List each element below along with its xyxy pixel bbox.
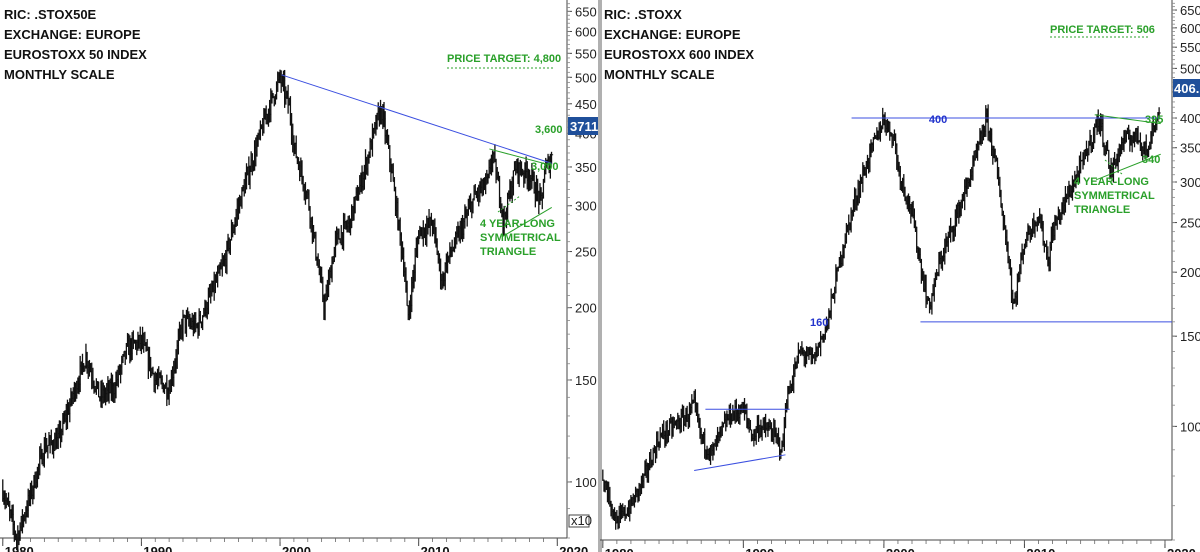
y-tick-label: 200 (1180, 265, 1200, 280)
chart-header: RIC: .STOXX EXCHANGE: EUROPE EUROSTOXX 6… (604, 5, 754, 85)
x-tick-label: 2000 (282, 544, 311, 552)
index-name-label: EUROSTOXX 50 INDEX (4, 47, 147, 62)
x-tick-label: 2020 (559, 544, 588, 552)
triangle-label: TRIANGLE (480, 246, 536, 258)
y-tick-label: 600 (575, 24, 597, 39)
y-tick-label: 100 (575, 475, 597, 490)
last-value-label: 406. (1174, 81, 1199, 96)
chart-stoxx: 6506005505004504003503002502001501001980… (600, 0, 1200, 552)
exchange-label: EXCHANGE: EUROPE (604, 27, 741, 42)
x-tick-label: 2010 (1026, 546, 1055, 552)
support-label: 3,000 (531, 161, 559, 173)
price-target-label: PRICE TARGET: 4,800 (447, 53, 561, 65)
y-tick-label: 550 (575, 46, 597, 61)
early-range-bottom-line (694, 454, 786, 472)
x-tick-label: 1990 (745, 546, 774, 552)
multiplier-label: x10 (571, 513, 592, 528)
x-tick-label: 1980 (605, 546, 634, 552)
triangle-label: 4 YEAR-LONG (1074, 176, 1149, 188)
chart-panel-stoxx: 6506005505004504003503002502001501001980… (600, 0, 1200, 552)
chart-stox50e: 6506005505004504003503002502001501001980… (0, 0, 600, 552)
price-target-label: PRICE TARGET: 506 (1050, 24, 1155, 36)
y-tick-label: 500 (575, 70, 597, 85)
chart-panel-stox50e: 6506005505004504003503002502001501001980… (0, 0, 600, 552)
scale-label: MONTHLY SCALE (4, 67, 115, 82)
y-tick-label: 100 (1180, 419, 1200, 434)
y-tick-label: 350 (1180, 141, 1200, 156)
triangle-lower-line (1095, 153, 1161, 181)
y-tick-label: 300 (1180, 175, 1200, 190)
x-tick-label: 1990 (143, 544, 172, 552)
last-value-badge (568, 117, 600, 135)
triangle-upper-line (1094, 114, 1161, 125)
y-tick-label: 450 (575, 97, 597, 112)
resistance-label: 3,600 (535, 124, 563, 136)
resistance-400-label: 400 (929, 114, 947, 126)
y-tick-label: 350 (575, 160, 597, 175)
multiplier-box (568, 514, 590, 528)
y-tick-label: 150 (575, 373, 597, 388)
index-name-label: EUROSTOXX 600 INDEX (604, 47, 755, 62)
triangle-label: 4 YEAR-LONG (480, 218, 555, 230)
last-value-badge (1173, 79, 1200, 97)
scale-label: MONTHLY SCALE (604, 67, 715, 82)
y-tick-label: 650 (1180, 3, 1200, 18)
ric-label: RIC: .STOX50E (4, 7, 97, 22)
triangle-upper-line (489, 148, 552, 167)
triangle-lower-line (501, 206, 553, 238)
panel-divider (598, 0, 602, 552)
y-tick-label: 600 (1180, 21, 1200, 36)
triangle-label: TRIANGLE (1074, 204, 1130, 216)
y-tick-label: 200 (575, 301, 597, 316)
y-tick-label: 250 (1180, 216, 1200, 231)
triangle-label: SYMMETRICAL (1074, 190, 1155, 202)
x-tick-label: 1980 (5, 544, 34, 552)
y-tick-label: 300 (575, 199, 597, 214)
support-160-label: 160 (810, 317, 828, 329)
descending-trendline (281, 74, 552, 164)
y-tick-label: 150 (1180, 329, 1200, 344)
ric-label: RIC: .STOXX (604, 7, 682, 22)
exchange-label: EXCHANGE: EUROPE (4, 27, 141, 42)
y-tick-label: 500 (1180, 61, 1200, 76)
y-tick-label: 650 (575, 4, 597, 19)
y-tick-label: 400 (1180, 111, 1200, 126)
triangle-label: SYMMETRICAL (480, 232, 561, 244)
y-tick-label: 550 (1180, 40, 1200, 55)
last-value-label: 3711 (570, 119, 598, 134)
y-tick-label: 250 (575, 245, 597, 260)
x-tick-label: 2000 (886, 546, 915, 552)
triangle-395-label: 395 (1145, 114, 1163, 126)
triangle-leader-line (497, 195, 521, 213)
x-tick-label: 2020 (1167, 546, 1196, 552)
chart-header: RIC: .STOX50E EXCHANGE: EUROPE EUROSTOXX… (4, 5, 147, 85)
triangle-340-label: 340 (1142, 154, 1160, 166)
x-tick-label: 2010 (421, 544, 450, 552)
